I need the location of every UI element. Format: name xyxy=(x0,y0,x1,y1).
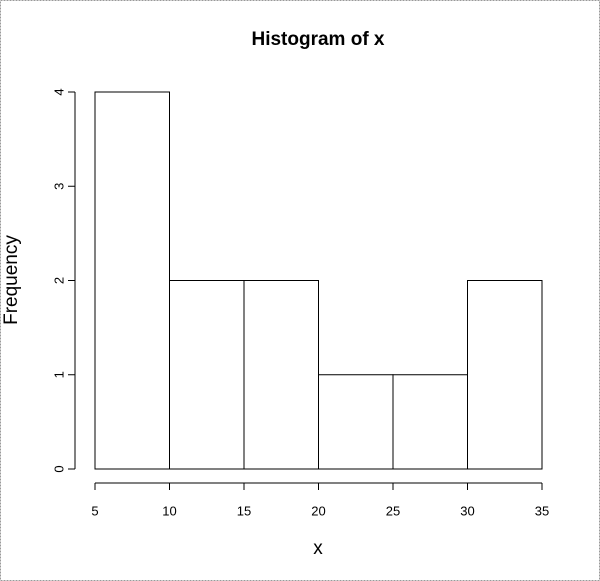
x-tick-label: 25 xyxy=(386,503,400,518)
bar xyxy=(169,280,245,470)
chart-title: Histogram of x xyxy=(251,29,384,50)
x-tick-label: 20 xyxy=(311,503,325,518)
y-tick-label: 4 xyxy=(51,88,66,95)
bar xyxy=(392,374,468,470)
y-tick-label: 0 xyxy=(51,465,66,472)
y-tick-label: 2 xyxy=(51,277,66,284)
bar xyxy=(318,374,394,470)
x-axis-label: x xyxy=(313,538,323,559)
x-tick-label: 35 xyxy=(535,503,549,518)
bar xyxy=(467,280,543,470)
y-tick-label: 1 xyxy=(51,371,66,378)
y-axis-label: Frequency xyxy=(1,235,22,325)
x-tick-label: 10 xyxy=(162,503,176,518)
y-tick-label: 3 xyxy=(51,183,66,190)
x-tick-label: 15 xyxy=(237,503,251,518)
bar xyxy=(94,91,170,470)
bar xyxy=(243,280,319,470)
x-tick-label: 5 xyxy=(91,503,98,518)
x-tick-label: 30 xyxy=(460,503,474,518)
